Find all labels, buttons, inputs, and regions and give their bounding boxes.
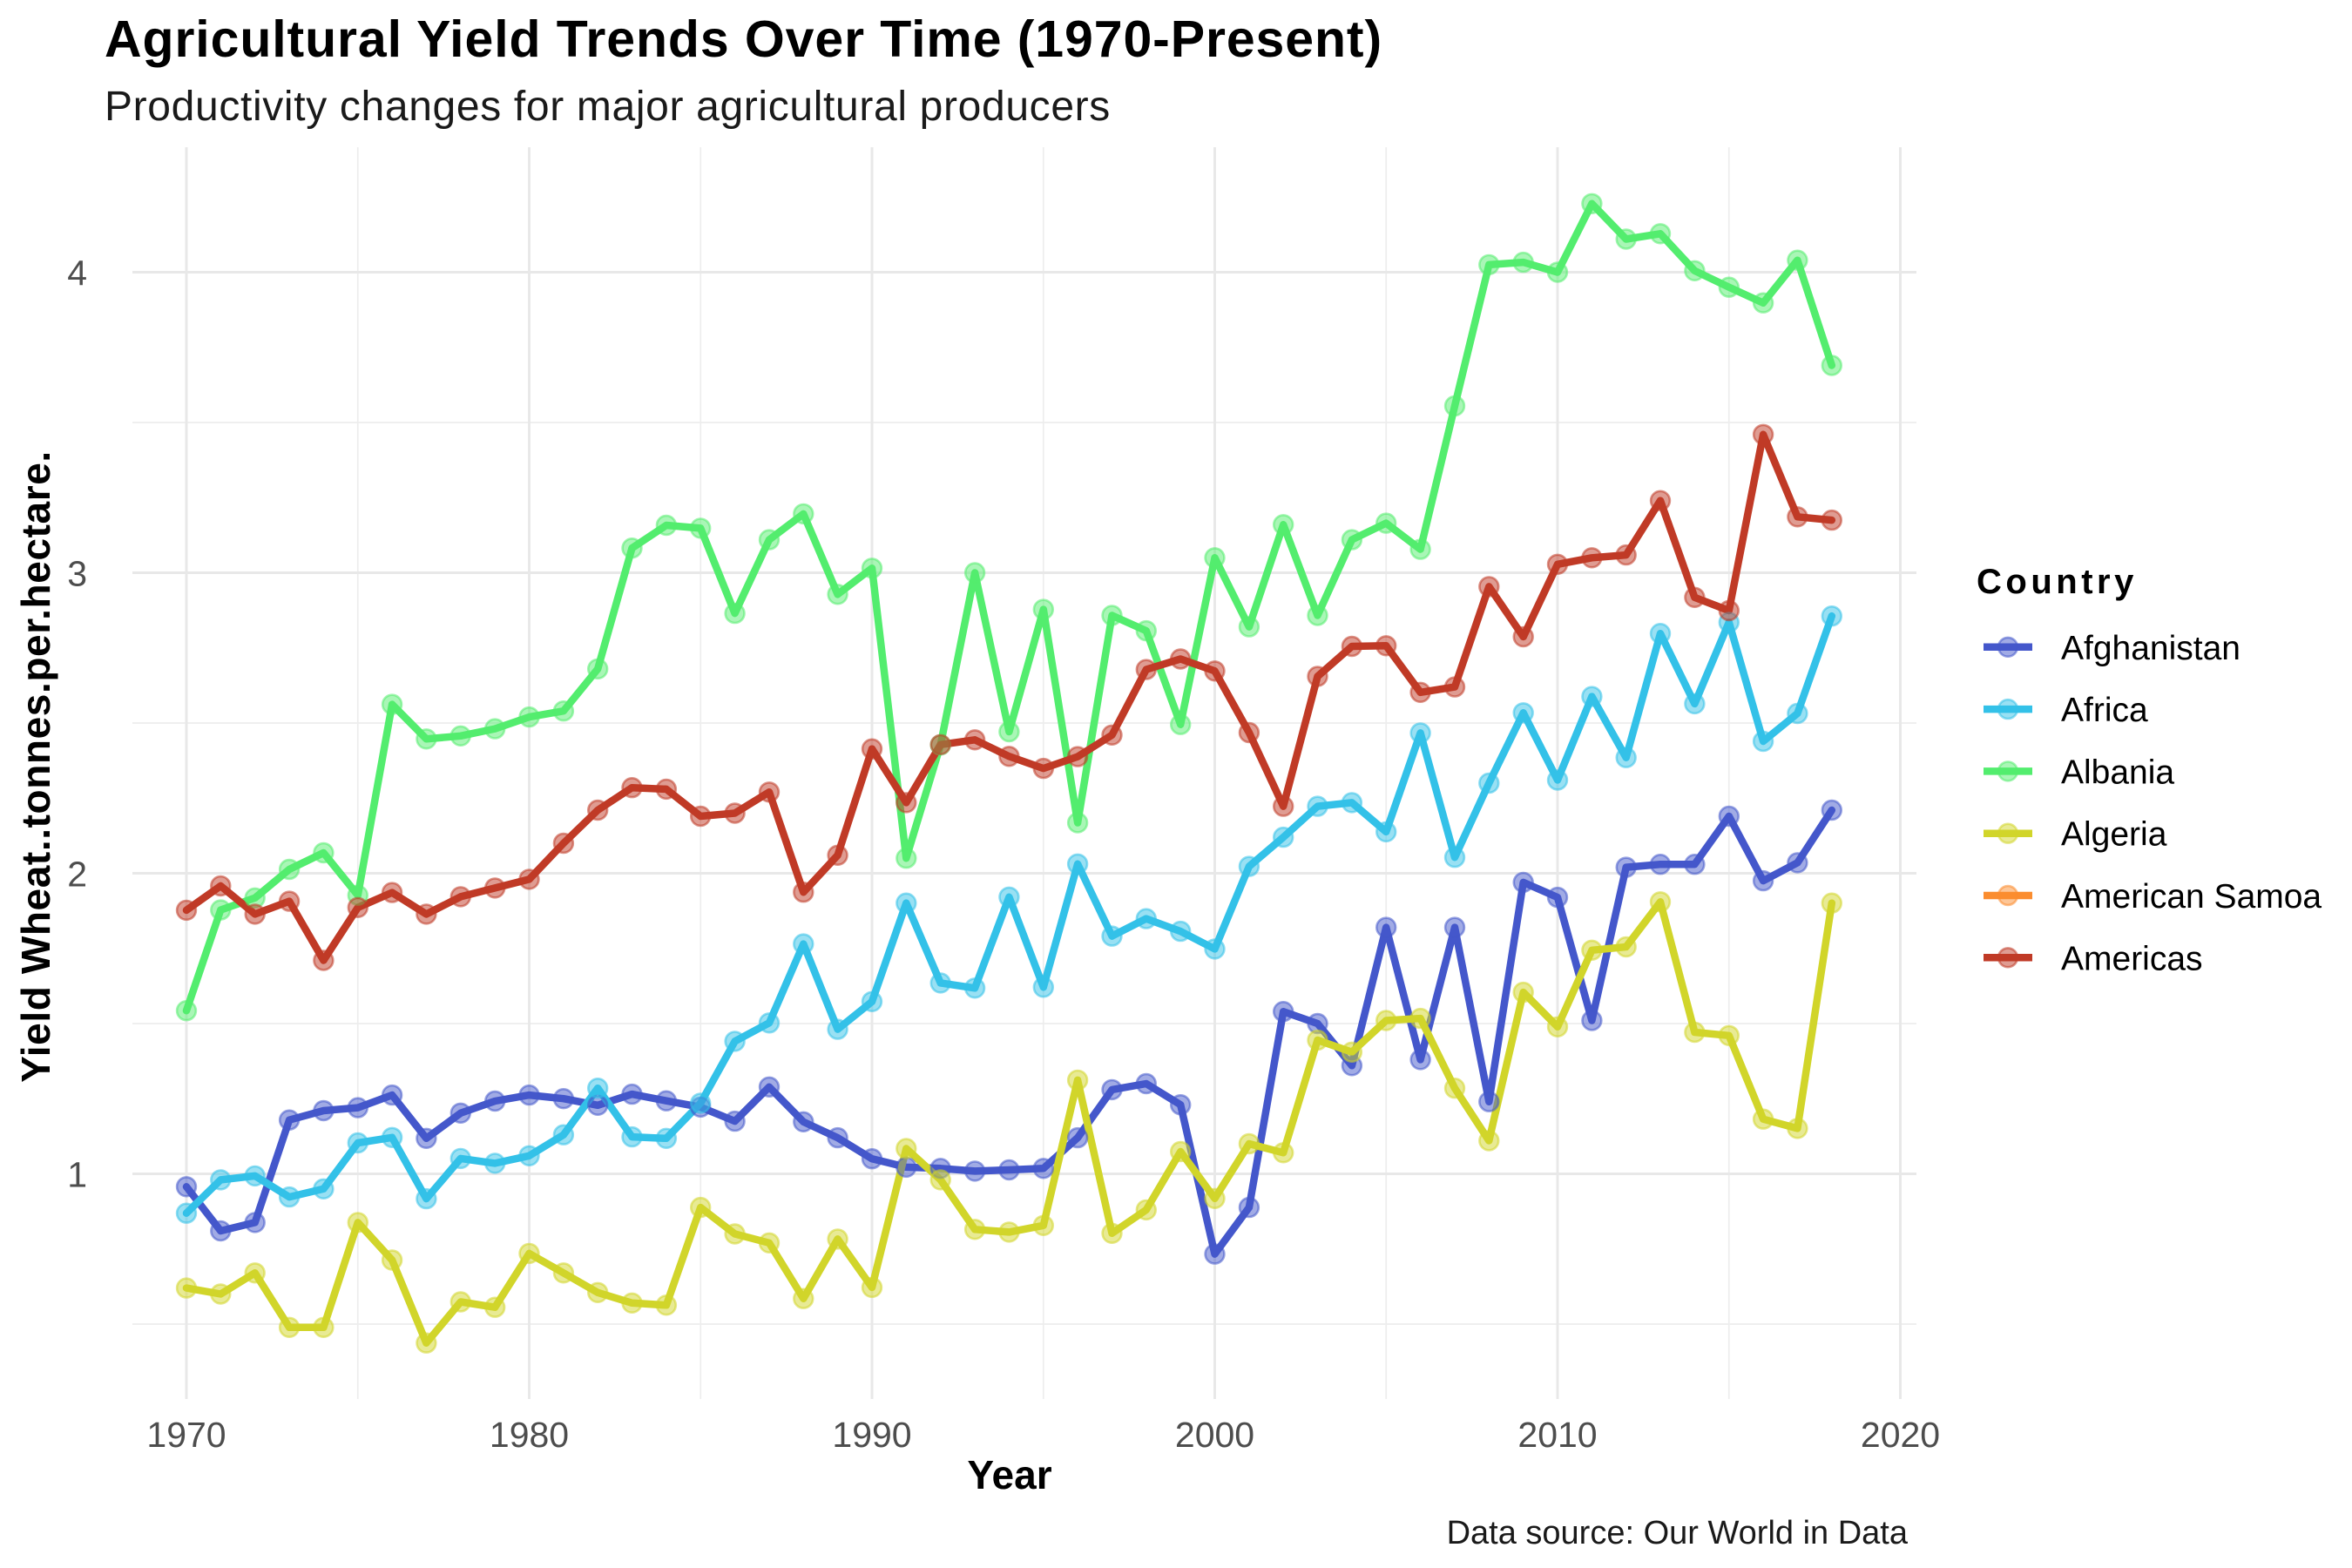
svg-text:1970: 1970 <box>146 1415 226 1455</box>
svg-text:Americas: Americas <box>2061 940 2203 977</box>
svg-text:2020: 2020 <box>1861 1415 1940 1455</box>
svg-text:1990: 1990 <box>832 1415 911 1455</box>
svg-text:3: 3 <box>67 554 87 594</box>
svg-text:Country: Country <box>1977 563 2138 601</box>
svg-text:Year: Year <box>967 1452 1051 1497</box>
svg-text:1980: 1980 <box>490 1415 569 1455</box>
svg-text:Albania: Albania <box>2061 754 2174 791</box>
svg-text:Afghanistan: Afghanistan <box>2061 630 2240 667</box>
svg-text:American Samoa: American Samoa <box>2061 878 2322 916</box>
svg-text:Agricultural Yield Trends Over: Agricultural Yield Trends Over Time (197… <box>105 10 1382 68</box>
svg-text:2000: 2000 <box>1175 1415 1254 1455</box>
svg-text:Algeria: Algeria <box>2061 816 2167 854</box>
svg-text:Africa: Africa <box>2061 692 2148 729</box>
svg-text:4: 4 <box>67 253 87 294</box>
svg-text:1: 1 <box>67 1155 87 1195</box>
svg-text:2010: 2010 <box>1517 1415 1597 1455</box>
svg-text:Data source: Our World in Data: Data source: Our World in Data <box>1447 1515 1909 1551</box>
svg-text:2: 2 <box>67 855 87 895</box>
svg-text:Yield Wheat..tonnes.per.hectar: Yield Wheat..tonnes.per.hectare. <box>13 450 58 1083</box>
svg-text:Productivity changes for major: Productivity changes for major agricultu… <box>105 84 1111 130</box>
